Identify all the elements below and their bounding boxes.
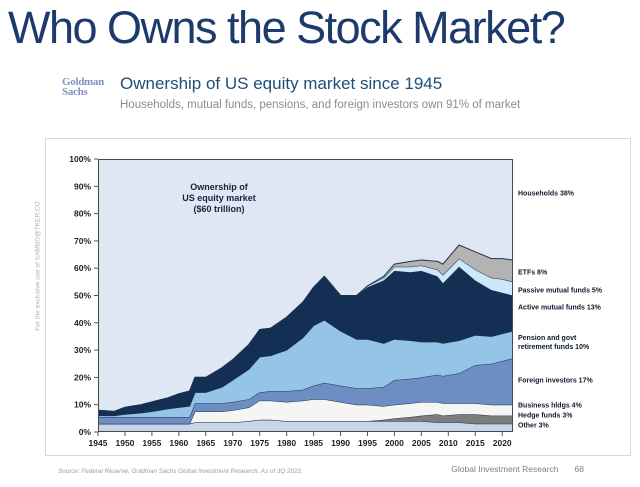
footer-right: Global Investment Research 68 xyxy=(451,464,584,474)
series-label: Other 3% xyxy=(518,422,549,430)
series-label: Business hldgs 4% xyxy=(518,402,582,410)
y-tick-label: 70% xyxy=(74,236,91,246)
page-number: 68 xyxy=(574,464,584,474)
y-tick-label: 90% xyxy=(74,181,91,191)
area-active_mutual_funds xyxy=(98,266,513,416)
exhibit-heading: Ownership of US equity market since 1945 xyxy=(120,74,443,93)
y-tick-label: 0% xyxy=(79,427,92,437)
chart-annotation: Ownership of US equity market ($60 trill… xyxy=(182,182,256,215)
area-foreign_investors xyxy=(98,358,513,424)
y-tick-label: 20% xyxy=(74,372,91,382)
boundary-etfs xyxy=(97,244,514,413)
x-tick-label: 2000 xyxy=(385,438,404,448)
plot-frame xyxy=(98,159,513,432)
area-business_hldgs xyxy=(98,399,513,424)
y-tick-label: 50% xyxy=(74,291,91,301)
footer-division-label: Global Investment Research xyxy=(451,464,559,474)
series-label: Pension and govt retirement funds 10% xyxy=(518,335,590,351)
series-label: Passive mutual funds 5% xyxy=(518,287,603,295)
series-label: Active mutual funds 13% xyxy=(518,304,601,312)
x-tick-label: 1975 xyxy=(250,438,269,448)
logo-line-1: Goldman xyxy=(62,76,104,88)
series-label: Households 38% xyxy=(518,190,575,198)
x-tick-label: 2010 xyxy=(439,438,458,448)
x-tick-label: 1995 xyxy=(358,438,377,448)
series-label: ETFs 8% xyxy=(518,269,548,277)
series-label: Foreign investors 17% xyxy=(518,377,593,385)
x-tick-label: 1970 xyxy=(223,438,242,448)
series-label: Hedge funds 3% xyxy=(518,412,573,420)
x-tick-label: 1990 xyxy=(331,438,350,448)
annotation-line-1: Ownership of xyxy=(190,182,248,192)
chart-panel: 0% 10% 20% 30% 40% 50% 60% 70% 80% 90% 100% 1945 195… xyxy=(45,138,631,456)
logo-line-2: Sachs xyxy=(62,85,88,98)
x-tick-label: 1960 xyxy=(169,438,188,448)
annotation-line-3: ($60 trillion) xyxy=(193,204,245,214)
y-tick-label: 40% xyxy=(74,318,91,328)
watermark-text: For the exclusive use of SAMBO@TKER.CO xyxy=(34,201,42,331)
area-hedge_funds xyxy=(98,414,513,424)
x-tick-label: 1955 xyxy=(142,438,161,448)
x-tick-label: 1985 xyxy=(304,438,323,448)
y-tick-label: 10% xyxy=(74,400,91,410)
page-title: Who Owns the Stock Market? xyxy=(8,2,566,53)
x-tick-label: 1980 xyxy=(277,438,296,448)
x-tick-label: 1950 xyxy=(115,438,134,448)
exhibit-subheading: Households, mutual funds, pensions, and … xyxy=(120,99,521,111)
annotation-line-2: US equity market xyxy=(182,193,256,203)
x-tick-label: 1965 xyxy=(196,438,215,448)
y-tick-label: 60% xyxy=(74,263,91,273)
x-tick-label: 2005 xyxy=(412,438,431,448)
stacked-area-chart: 0% 10% 20% 30% 40% 50% 60% 70% 80% 90% 100% 1945 195… xyxy=(69,154,514,448)
x-tick-label: 2015 xyxy=(466,438,485,448)
source-note: Source: Federal Reserve, Goldman Sachs G… xyxy=(58,468,303,475)
y-tick-label: 80% xyxy=(74,209,91,219)
area-passive_mutual_funds xyxy=(98,258,513,412)
x-tick-label: 2020 xyxy=(493,438,512,448)
x-tick-label: 1945 xyxy=(89,438,108,448)
area-etfs xyxy=(98,245,513,412)
y-tick-label: 30% xyxy=(74,345,91,355)
goldman-sachs-logo: Goldman Sachs xyxy=(62,76,104,98)
y-tick-label: 100% xyxy=(69,154,91,164)
